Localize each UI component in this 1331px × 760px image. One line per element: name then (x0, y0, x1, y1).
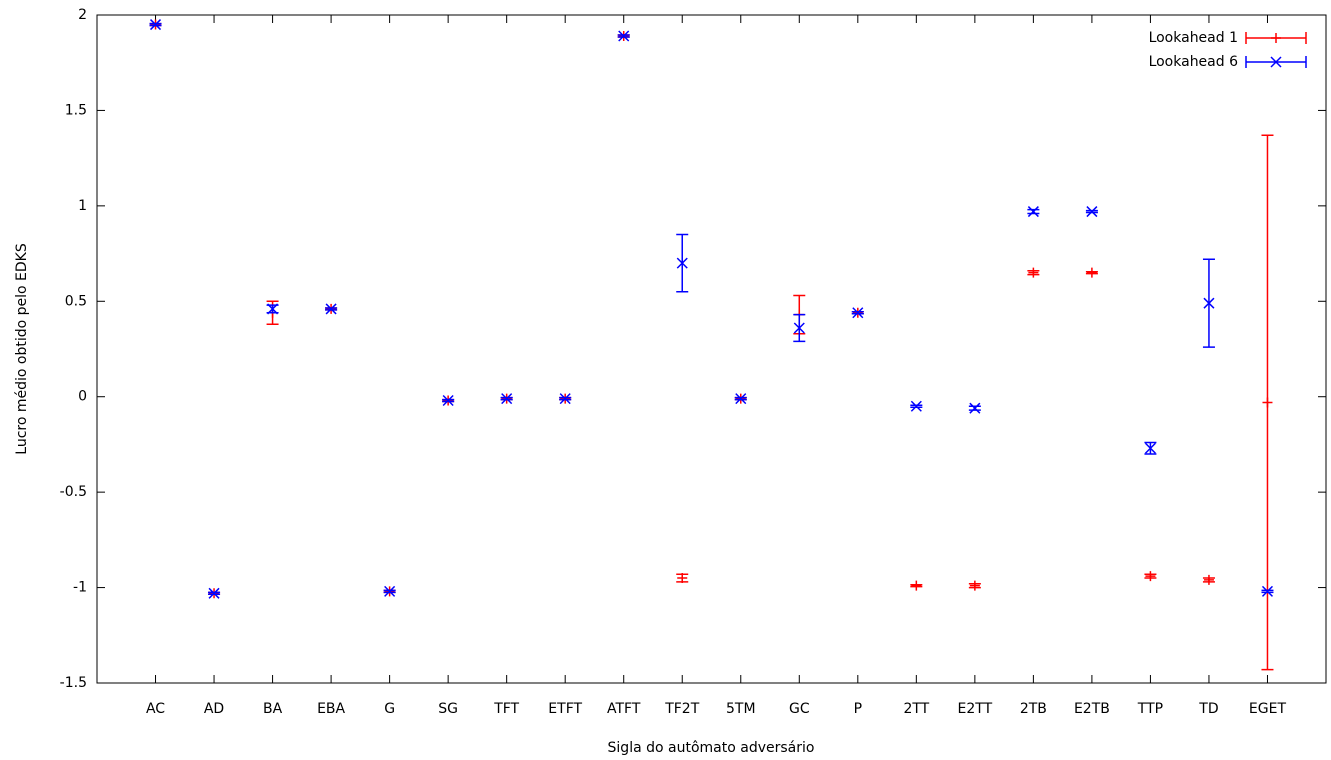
x-tick-label: AC (146, 701, 165, 717)
x-tick-label: TD (1198, 701, 1218, 717)
x-tick-label: G (384, 701, 395, 717)
x-tick-label: GC (789, 701, 810, 717)
x-tick-label: AD (204, 701, 224, 717)
x-tick-label: P (854, 701, 862, 717)
point-marker (267, 303, 279, 315)
x-tick-label: TFT (493, 701, 519, 717)
point-marker (325, 303, 337, 315)
y-tick-label: -1 (73, 580, 87, 596)
x-tick-label: TTP (1137, 701, 1163, 717)
point-marker (1203, 574, 1214, 585)
point-marker (969, 402, 981, 414)
point-marker (618, 30, 630, 42)
point-marker (1270, 56, 1282, 68)
y-axis-label: Lucro médio obtido pelo EDKS (14, 243, 30, 455)
point-marker (969, 580, 980, 591)
legend-label: Lookahead 1 (1149, 30, 1238, 46)
x-tick-label: 2TB (1020, 701, 1047, 717)
point-marker (1086, 206, 1098, 218)
point-marker (208, 587, 220, 599)
x-tick-label: 5TM (726, 701, 756, 717)
point-marker (1028, 267, 1039, 278)
plot-border (96, 14, 1327, 684)
x-tick-label: TF2T (664, 701, 700, 717)
x-tick-label: SG (438, 701, 458, 717)
y-tick-label: 0.5 (65, 293, 87, 309)
point-marker (1271, 33, 1281, 43)
point-marker (1261, 585, 1274, 597)
point-marker (852, 307, 864, 319)
x-tick-label: ETFT (548, 701, 582, 717)
x-tick-label: EBA (317, 701, 345, 717)
y-tick-label: 1 (78, 198, 87, 214)
point-marker (793, 322, 805, 334)
point-marker (1262, 397, 1273, 408)
point-marker (735, 393, 747, 405)
y-tick-label: -0.5 (60, 484, 87, 500)
point-marker (442, 395, 454, 407)
y-tick-label: 1.5 (65, 102, 87, 118)
point-marker (1027, 206, 1039, 218)
y-tick-label: 2 (78, 7, 87, 23)
x-tick-label: 2TT (903, 701, 929, 717)
point-marker (910, 400, 922, 412)
x-tick-label: BA (263, 701, 283, 717)
x-axis-label: Sigla do autômato adversário (608, 740, 815, 756)
point-marker (501, 393, 513, 405)
x-tick-label: ATFT (607, 701, 641, 717)
x-tick-label: EGET (1249, 701, 1287, 717)
point-marker (911, 580, 922, 591)
point-marker (1203, 297, 1215, 309)
legend-label: Lookahead 6 (1149, 54, 1239, 70)
x-tick-label: E2TB (1074, 701, 1110, 717)
y-tick-label: -1.5 (60, 675, 87, 691)
point-marker (149, 19, 162, 31)
point-marker (677, 573, 688, 584)
x-tick-label: E2TT (958, 701, 993, 717)
point-marker (676, 257, 688, 269)
point-marker (559, 393, 571, 405)
y-tick-label: 0 (78, 389, 87, 405)
point-marker (1144, 442, 1156, 454)
point-marker (1145, 571, 1156, 582)
point-marker (384, 585, 396, 597)
point-marker (1086, 267, 1097, 278)
